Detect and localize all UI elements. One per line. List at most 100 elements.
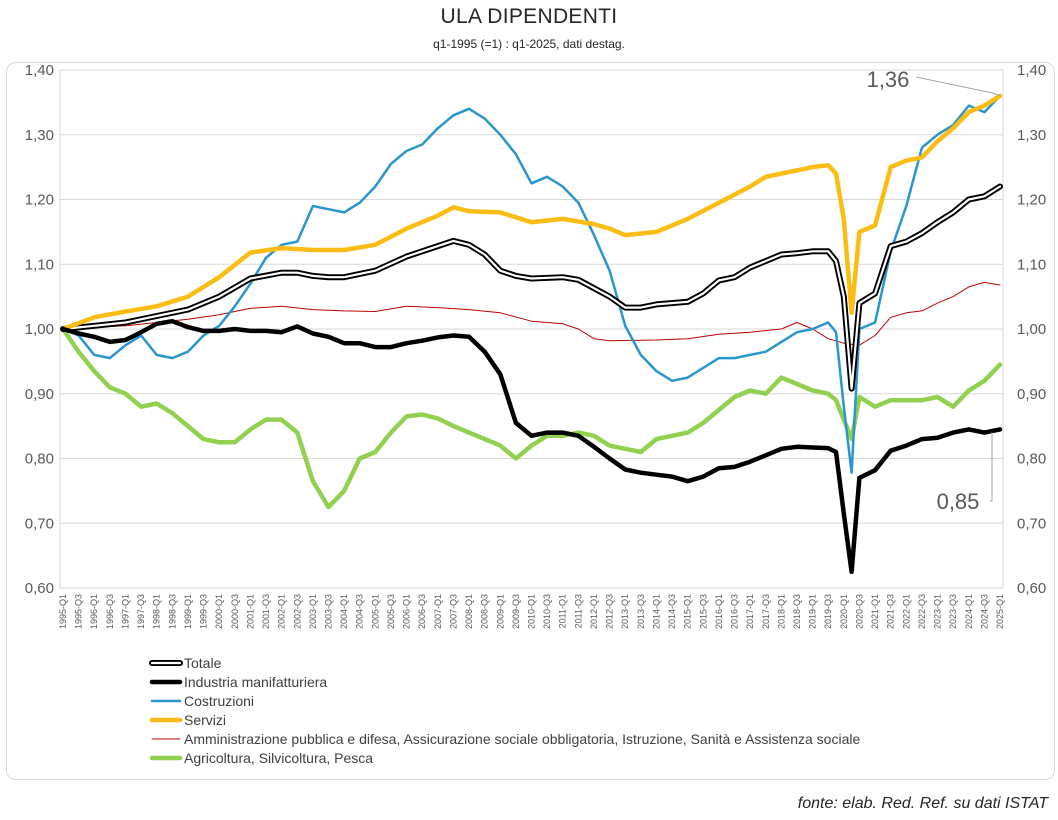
- y-tick-left: 0,70: [25, 515, 54, 532]
- x-tick-label: 2002-Q1: [277, 594, 287, 629]
- x-tick-label: 2010-Q3: [542, 594, 552, 629]
- x-tick-label: 2024-Q1: [964, 594, 974, 629]
- x-tick-label: 2023-Q1: [933, 594, 943, 629]
- x-tick-label: 1999-Q3: [199, 594, 209, 629]
- y-tick-left: 1,20: [25, 192, 54, 209]
- x-tick-label: 2013-Q1: [620, 594, 630, 629]
- x-tick-label: 2025-Q1: [995, 594, 1005, 629]
- x-tick-label: 2002-Q3: [292, 594, 302, 629]
- x-tick-label: 2009-Q1: [495, 594, 505, 629]
- x-tick-label: 2012-Q3: [605, 594, 615, 629]
- x-tick-label: 2017-Q3: [761, 594, 771, 629]
- x-tick-label: 1997-Q3: [136, 594, 146, 629]
- series-line-servizi: [60, 93, 1003, 332]
- legend: Totale Industria manifatturiera Costruzion…: [149, 655, 860, 766]
- series-line-agricoltura: [60, 326, 1003, 510]
- x-tick-label: 1998-Q1: [152, 594, 162, 629]
- x-tick-label: 2003-Q3: [323, 594, 333, 629]
- y-axis-right: 0,60 0,70 0,80 0,90 1,00 1,10 1,20 1,30 1,40: [1017, 62, 1046, 597]
- y-tick-left: 1,30: [25, 127, 54, 144]
- series-line-amministrazione-pubblica-e-difesa: [62, 281, 1001, 346]
- x-tick-label: 2014-Q3: [667, 594, 677, 629]
- y-tick-right: 1,30: [1017, 127, 1046, 144]
- x-tick-label: 2011-Q1: [558, 594, 568, 628]
- x-tick-label: 2019-Q1: [808, 594, 818, 629]
- x-tick-label: 2003-Q1: [308, 594, 318, 629]
- x-tick-label: 2015-Q3: [698, 594, 708, 629]
- y-tick-right: 1,20: [1017, 192, 1046, 209]
- x-tick-label: 2005-Q1: [370, 594, 380, 629]
- annotation-leader: [990, 432, 993, 502]
- legend-label: Agricoltura, Silvicoltura, Pesca: [184, 750, 373, 766]
- x-tick-label: 2021-Q1: [870, 594, 880, 629]
- x-tick-label: 2000-Q1: [214, 594, 224, 629]
- y-tick-right: 1,40: [1017, 62, 1046, 79]
- chart-subtitle: q1-1995 (=1) : q1-2025, dati destag.: [433, 37, 625, 51]
- annotation-leader: [915, 76, 1001, 97]
- x-tick-label: 2022-Q3: [917, 594, 927, 629]
- y-axis-left: 0,60 0,70 0,80 0,90 1,00 1,10 1,20 1,30 1,40: [25, 62, 54, 597]
- x-axis: 1995-Q1 1995-Q3 1996-Q1 1996-Q3 1997-Q1 1997-…: [58, 594, 1005, 629]
- x-tick-label: 2009-Q3: [511, 594, 521, 629]
- x-tick-label: 2024-Q3: [979, 594, 989, 629]
- x-tick-label: 2018-Q3: [792, 594, 802, 629]
- legend-label: Amministrazione pubblica e difesa, Assic…: [184, 731, 860, 747]
- annotation-label: 1,36: [867, 67, 910, 92]
- source-note: fonte: elab. Red. Ref. su dati ISTAT: [797, 795, 1048, 812]
- x-tick-label: 1995-Q3: [74, 594, 84, 629]
- annotations: 1,36 0,85: [867, 67, 1001, 514]
- x-tick-label: 2008-Q1: [464, 594, 474, 629]
- legend-label: Costruzioni: [184, 693, 254, 709]
- x-tick-label: 2001-Q1: [245, 594, 255, 629]
- y-tick-left: 0,90: [25, 386, 54, 403]
- x-tick-label: 1997-Q1: [120, 594, 130, 629]
- x-tick-label: 2018-Q1: [776, 594, 786, 629]
- x-tick-label: 2021-Q3: [886, 594, 896, 629]
- y-tick-right: 1,10: [1017, 256, 1046, 273]
- x-tick-label: 2006-Q1: [402, 594, 412, 629]
- x-tick-label: 2010-Q1: [527, 594, 537, 629]
- x-tick-label: 2014-Q1: [651, 594, 661, 629]
- y-tick-left: 1,10: [25, 256, 54, 273]
- chart-title: ULA DIPENDENTI: [440, 5, 618, 28]
- x-tick-label: 2016-Q3: [730, 594, 740, 629]
- x-tick-label: 2016-Q1: [714, 594, 724, 629]
- y-tick-left: 1,40: [25, 62, 54, 79]
- y-tick-left: 0,60: [25, 580, 54, 597]
- y-tick-right: 0,80: [1017, 451, 1046, 468]
- x-tick-label: 2015-Q1: [683, 594, 693, 629]
- legend-label: Industria manifatturiera: [184, 674, 327, 690]
- series-line-totale-inner: [61, 185, 1002, 390]
- x-tick-label: 2019-Q3: [823, 594, 833, 629]
- x-tick-label: 2006-Q3: [417, 594, 427, 629]
- series-lines: [60, 93, 1003, 575]
- x-tick-label: 2004-Q3: [355, 594, 365, 629]
- y-tick-right: 0,90: [1017, 386, 1046, 403]
- y-tick-right: 1,00: [1017, 321, 1046, 338]
- y-tick-right: 0,60: [1017, 580, 1046, 597]
- x-tick-label: 2000-Q3: [230, 594, 240, 629]
- x-tick-label: 2004-Q1: [339, 594, 349, 629]
- annotation-label: 0,85: [937, 489, 980, 514]
- x-tick-label: 2012-Q1: [589, 594, 599, 629]
- x-tick-label: 1998-Q3: [167, 594, 177, 629]
- x-tick-label: 2022-Q1: [901, 594, 911, 629]
- x-tick-label: 2008-Q3: [480, 594, 490, 629]
- x-tick-label: 2011-Q3: [573, 594, 583, 628]
- x-tick-label: 2001-Q3: [261, 594, 271, 629]
- x-tick-label: 2005-Q3: [386, 594, 396, 629]
- x-tick-label: 1996-Q3: [105, 594, 115, 629]
- series-line-costruzioni: [61, 94, 1002, 474]
- legend-label: Servizi: [184, 712, 226, 728]
- x-tick-label: 2007-Q3: [448, 594, 458, 629]
- x-tick-label: 2017-Q1: [745, 594, 755, 629]
- x-tick-label: 2020-Q3: [854, 594, 864, 629]
- x-tick-label: 2007-Q1: [433, 594, 443, 629]
- y-tick-left: 1,00: [25, 321, 54, 338]
- x-tick-label: 2023-Q3: [948, 594, 958, 629]
- x-tick-label: 2020-Q1: [839, 594, 849, 629]
- y-tick-left: 0,80: [25, 451, 54, 468]
- legend-label: Totale: [184, 655, 222, 671]
- x-tick-label: 1995-Q1: [58, 594, 68, 629]
